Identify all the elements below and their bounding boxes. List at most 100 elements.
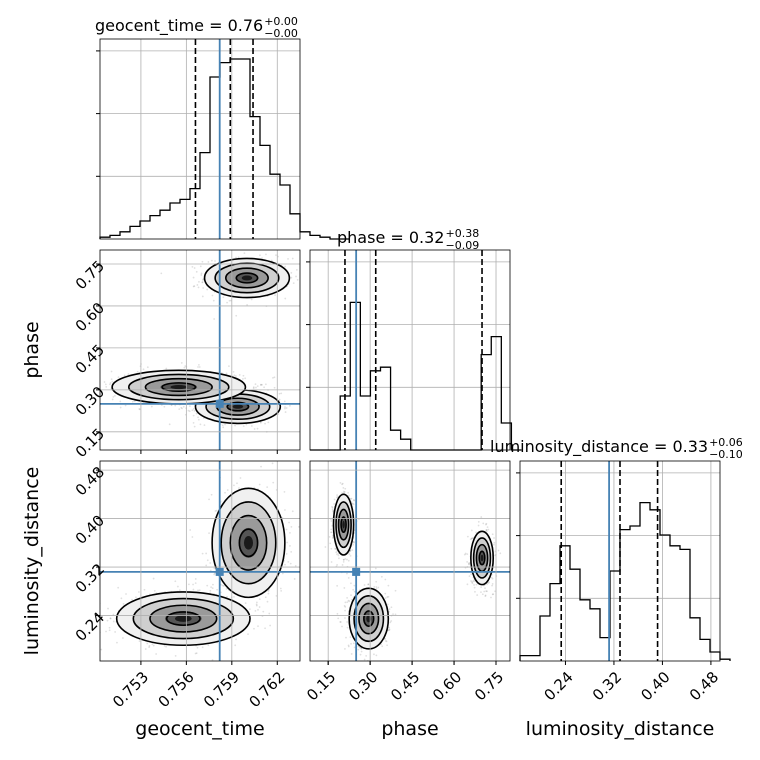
sample-point (287, 560, 290, 563)
sample-point (200, 272, 203, 275)
sample-point (109, 383, 111, 386)
sample-point (226, 301, 229, 304)
sample-point (213, 318, 216, 320)
sample-point (485, 522, 488, 525)
sample-point (138, 408, 141, 410)
sample-point (466, 535, 469, 538)
sample-point (196, 646, 199, 649)
sample-point (480, 586, 483, 589)
sample-point (468, 562, 471, 564)
sample-point (352, 588, 355, 591)
sample-point (245, 423, 248, 426)
sample-point (341, 482, 344, 485)
sample-point (342, 560, 345, 563)
sample-point (287, 258, 289, 260)
sample-point (343, 491, 346, 493)
sample-point (131, 598, 133, 601)
sample-point (284, 265, 287, 268)
sample-point (111, 398, 114, 401)
sample-point (374, 567, 377, 570)
sample-point (352, 503, 355, 506)
sample-point (471, 537, 473, 540)
sample-point (255, 603, 258, 606)
sample-point (388, 626, 391, 629)
sample-point (112, 613, 115, 616)
sample-point (380, 575, 383, 578)
sample-point (386, 644, 388, 647)
sample-point (351, 502, 354, 505)
sample-point (330, 547, 333, 550)
hist-bar-luminosity_distance-19 (710, 652, 720, 661)
sample-point (267, 421, 270, 424)
sample-point (148, 644, 151, 647)
sample-point (94, 605, 96, 607)
sample-point (480, 516, 483, 518)
sample-point (108, 629, 111, 632)
contour-1-1 (132, 597, 235, 640)
hist-bar-luminosity_distance-14 (660, 535, 670, 661)
sample-point (206, 584, 209, 587)
sample-point (346, 558, 348, 561)
hist-bar-geocent_time-6 (160, 210, 170, 239)
sample-point (264, 422, 266, 425)
sample-point (352, 540, 355, 543)
sample-point (390, 620, 393, 622)
sample-point (375, 586, 378, 588)
sample-point (136, 370, 139, 373)
sample-point (258, 606, 261, 608)
density-level-1-4 (232, 404, 244, 409)
sample-point (202, 287, 205, 289)
sample-point (193, 425, 196, 428)
sample-point (222, 426, 225, 429)
contour-1-3 (226, 401, 250, 412)
sample-point (296, 278, 299, 281)
hist-bar-geocent_time-7 (170, 203, 180, 239)
sample-point (90, 607, 92, 609)
sample-point (214, 510, 217, 512)
sample-point (203, 424, 206, 427)
sample-point (188, 410, 191, 413)
sample-point (471, 582, 474, 585)
sample-point (285, 528, 288, 531)
sample-point (291, 257, 294, 260)
sample-point (313, 482, 315, 484)
sample-point (178, 408, 181, 411)
sample-point (273, 376, 276, 379)
sample-point (200, 274, 203, 276)
sample-point (163, 645, 166, 647)
sample-point (342, 558, 345, 561)
sample-point (338, 557, 340, 560)
sample-point (305, 288, 307, 290)
sample-point (192, 588, 195, 591)
sample-point (342, 558, 345, 561)
sample-point (248, 608, 251, 610)
sample-point (239, 477, 242, 479)
sample-point (201, 260, 204, 263)
sample-point (194, 578, 197, 580)
sample-point (109, 617, 112, 620)
sample-point (110, 370, 113, 373)
sample-point (243, 252, 246, 255)
sample-point (352, 543, 355, 546)
sample-point (480, 591, 482, 593)
sample-point (270, 259, 273, 262)
sample-point (266, 486, 269, 489)
hist-step-luminosity_distance (519, 501, 731, 661)
hist-bar-geocent_time-12 (220, 63, 230, 239)
sample-point (137, 591, 140, 593)
sample-point (194, 652, 197, 655)
sample-point (197, 286, 200, 289)
sample-point (211, 659, 214, 661)
sample-point (335, 551, 338, 554)
sample-point (284, 509, 286, 511)
sample-point (264, 627, 266, 630)
sample-point (234, 644, 237, 647)
sample-point (289, 562, 292, 565)
sample-point (261, 383, 263, 386)
sample-point (494, 554, 496, 557)
hist-bar-geocent_time-18 (280, 185, 290, 239)
sample-point (289, 545, 291, 547)
sample-point (178, 589, 181, 592)
sample-point (192, 285, 195, 288)
sample-point (275, 254, 277, 257)
